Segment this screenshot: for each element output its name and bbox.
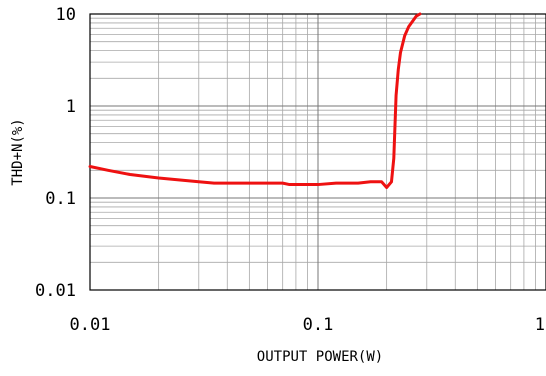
series-line-1 bbox=[88, 12, 422, 190]
x-tick-label: 0.1 bbox=[303, 315, 334, 335]
series-layer bbox=[88, 12, 422, 190]
y-tick-label: 0.1 bbox=[45, 189, 76, 209]
y-axis-label: THD+N(%) bbox=[10, 118, 26, 185]
x-tick-label: 0.01 bbox=[70, 315, 111, 335]
x-axis-label: OUTPUT POWER(W) bbox=[257, 349, 383, 365]
plot-frame bbox=[89, 13, 546, 291]
y-tick-label: 10 bbox=[56, 5, 76, 25]
x-tick-labels: 0.01 0.1 1 bbox=[70, 315, 545, 335]
x-tick-label: 1 bbox=[535, 315, 545, 335]
y-tick-labels: 10 1 0.1 0.01 bbox=[35, 5, 76, 301]
y-tick-label: 0.01 bbox=[35, 281, 76, 301]
y-tick-label: 1 bbox=[66, 97, 76, 117]
